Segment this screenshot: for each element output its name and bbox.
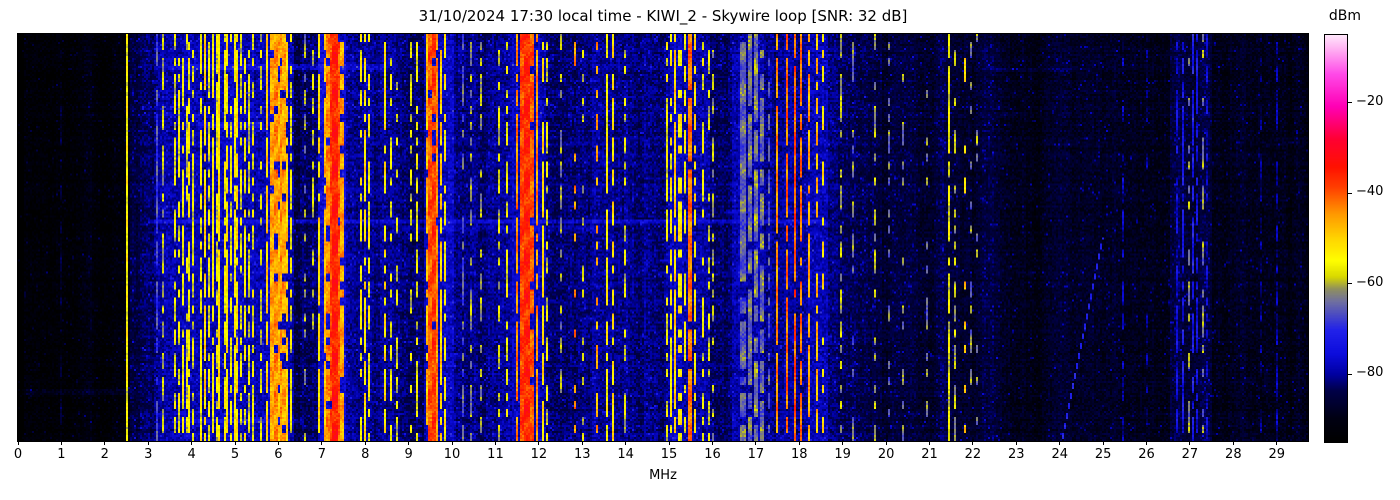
- x-tick-label: 22: [964, 447, 982, 462]
- colorbar-tick-label: −60: [1356, 274, 1384, 290]
- x-tick-mark: [1232, 441, 1234, 445]
- x-tick-mark: [1146, 441, 1148, 445]
- x-tick-label: 25: [1094, 447, 1112, 462]
- x-tick-label: 15: [660, 447, 678, 462]
- x-tick-label: 11: [487, 447, 504, 462]
- x-tick-mark: [60, 441, 62, 445]
- x-tick-label: 20: [877, 447, 895, 462]
- x-tick-label: 7: [317, 447, 326, 462]
- x-tick-label: 8: [361, 447, 370, 462]
- x-tick-mark: [1059, 441, 1061, 445]
- x-tick-label: 29: [1268, 447, 1285, 462]
- x-tick-label: 6: [274, 447, 283, 462]
- x-tick-label: 4: [187, 447, 196, 462]
- chart-title: 31/10/2024 17:30 local time - KIWI_2 - S…: [418, 7, 908, 25]
- colorbar-tick-label: −20: [1356, 93, 1384, 109]
- x-tick-mark: [972, 441, 974, 445]
- x-tick-mark: [668, 441, 670, 445]
- x-tick-label: 3: [144, 447, 153, 462]
- x-tick-mark: [17, 441, 19, 445]
- x-tick-mark: [1189, 441, 1191, 445]
- x-tick-label: 12: [530, 447, 548, 462]
- colorbar-canvas: [1325, 35, 1347, 442]
- x-tick-mark: [234, 441, 236, 445]
- x-tick-label: 26: [1138, 447, 1155, 462]
- x-tick-label: 14: [617, 447, 634, 462]
- colorbar-tick-mark: [1348, 102, 1352, 104]
- x-tick-mark: [408, 441, 410, 445]
- plot-area: [17, 33, 1309, 442]
- x-tick-label: 2: [100, 447, 109, 462]
- colorbar-tick-mark: [1348, 192, 1352, 194]
- x-tick-label: 10: [443, 447, 461, 462]
- x-tick-mark: [191, 441, 193, 445]
- x-tick-mark: [494, 441, 496, 445]
- x-axis-unit-label: MHz: [649, 468, 677, 483]
- x-tick-mark: [147, 441, 149, 445]
- x-tick-mark: [104, 441, 106, 445]
- colorbar: [1324, 34, 1348, 443]
- x-tick-label: 9: [404, 447, 413, 462]
- x-tick-label: 28: [1225, 447, 1242, 462]
- x-tick-label: 19: [834, 447, 851, 462]
- x-tick-label: 5: [230, 447, 240, 462]
- x-tick-label: 17: [747, 447, 765, 462]
- x-tick-mark: [321, 441, 323, 445]
- x-tick-mark: [711, 441, 713, 445]
- x-tick-mark: [1102, 441, 1104, 445]
- x-tick-mark: [755, 441, 757, 445]
- x-tick-mark: [798, 441, 800, 445]
- colorbar-unit-label: dBm: [1328, 8, 1362, 24]
- x-tick-label: 23: [1008, 447, 1025, 462]
- x-tick-mark: [1015, 441, 1017, 445]
- x-tick-mark: [538, 441, 540, 445]
- spectrogram-canvas: [18, 34, 1308, 441]
- x-tick-mark: [929, 441, 930, 445]
- colorbar-tick-mark: [1348, 373, 1352, 375]
- x-tick-label: 16: [704, 447, 721, 462]
- x-tick-label: 13: [573, 447, 591, 462]
- x-tick-label: 24: [1051, 447, 1068, 462]
- colorbar-tick-label: −80: [1356, 365, 1384, 381]
- x-tick-label: 0: [13, 447, 23, 462]
- x-tick-mark: [581, 441, 583, 445]
- x-tick-mark: [364, 441, 366, 445]
- colorbar-tick-label: −40: [1356, 184, 1384, 200]
- x-tick-label: 1: [57, 447, 66, 462]
- colorbar-tick-mark: [1348, 283, 1352, 285]
- x-tick-mark: [842, 441, 844, 445]
- x-tick-mark: [277, 441, 279, 445]
- x-tick-label: 27: [1181, 447, 1199, 462]
- x-tick-mark: [1276, 441, 1278, 445]
- x-tick-mark: [625, 441, 627, 445]
- x-tick-mark: [451, 441, 453, 445]
- x-tick-label: 21: [921, 447, 938, 462]
- x-tick-mark: [885, 441, 887, 445]
- x-tick-label: 18: [791, 447, 808, 462]
